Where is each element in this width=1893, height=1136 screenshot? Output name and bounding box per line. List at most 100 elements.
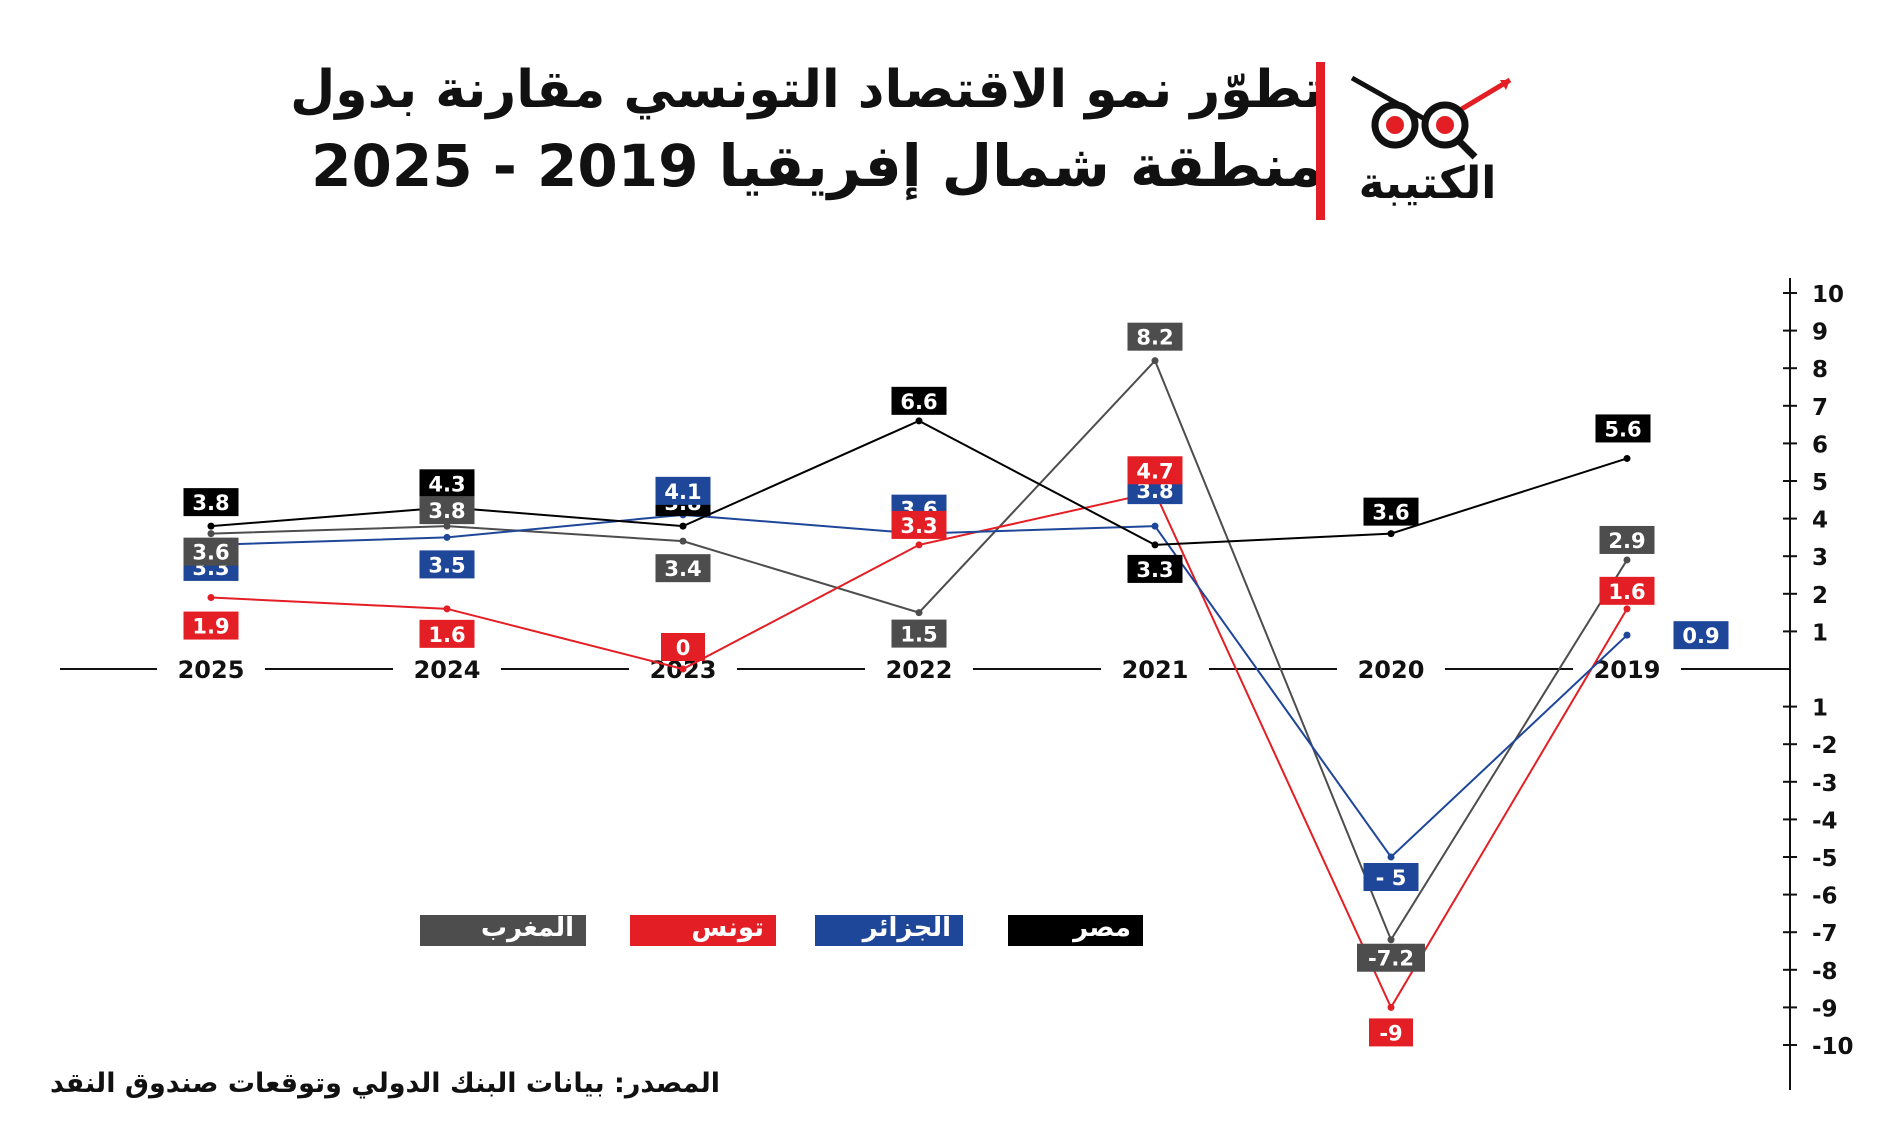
data-label-algeria: 4.1 — [655, 476, 711, 505]
data-point-algeria — [1387, 853, 1395, 861]
data-label-box — [1599, 525, 1655, 554]
data-label-text: 4.1 — [664, 480, 701, 504]
data-label-text: 0.9 — [1682, 624, 1719, 648]
y-tick-label: 9 — [1812, 320, 1828, 346]
data-label-box — [1127, 322, 1183, 351]
data-label-box — [419, 619, 475, 648]
data-label-egypt: 5.6 — [1595, 414, 1651, 443]
y-tick-label: -9 — [1812, 996, 1838, 1022]
x-tick-label: 2019 — [1594, 656, 1661, 684]
data-label-egypt: 3.8 — [183, 488, 239, 517]
x-tick-label: 2024 — [414, 656, 481, 684]
data-point-tunisia — [207, 594, 215, 602]
legend-egypt: مصر — [1008, 915, 1143, 946]
data-label-box — [419, 550, 475, 579]
data-label-box — [1357, 943, 1425, 972]
data-point-morocco — [915, 609, 923, 617]
data-label-morocco: -7.2 — [1357, 943, 1425, 972]
data-label-text: 3.4 — [664, 557, 701, 581]
data-label-algeria: 3.5 — [419, 550, 475, 579]
chart-axes: 10 9 8 7 6 5 4 3 2 1 1 -2 -3 -4 -5 -6 -7 -8 -9 -10 2019 2020 2… — [60, 278, 1854, 1090]
data-label-tunisia: -9 — [1369, 1018, 1413, 1047]
chart-title-line-1: تطوّر نمو الاقتصاد التونسي مقارنة بدول — [290, 60, 1323, 120]
y-tick-label: -10 — [1812, 1034, 1854, 1060]
logo-wordmark: الكتيبة — [1358, 158, 1497, 209]
data-label-text: 3.3 — [1136, 558, 1173, 582]
data-label-text: 3.6 — [192, 541, 229, 565]
data-label-algeria: - 5 — [1363, 863, 1419, 891]
data-label-box — [1369, 1018, 1413, 1047]
data-label-box — [1599, 576, 1655, 605]
y-tick-label: -3 — [1812, 771, 1838, 797]
y-tick-label: -6 — [1812, 884, 1838, 910]
data-label-box — [1673, 621, 1729, 650]
data-label-box — [891, 386, 947, 415]
data-label-text: 4.7 — [1136, 459, 1173, 483]
data-label-tunisia: 0 — [661, 633, 705, 661]
y-tick-label: 1 — [1812, 620, 1828, 646]
data-label-text: 8.2 — [1136, 326, 1173, 350]
data-point-algeria — [443, 533, 451, 541]
data-label-box — [1127, 456, 1183, 485]
logo-icon — [1350, 75, 1512, 160]
chart-title-line-2: منطقة شمال إفريقيا 2019 - 2025 — [311, 132, 1323, 200]
data-point-tunisia — [915, 541, 923, 549]
data-label-box — [891, 510, 947, 539]
y-tick-label: 8 — [1812, 357, 1828, 383]
y-tick-label: 1 — [1812, 696, 1828, 722]
data-label-morocco: 3.6 — [183, 537, 239, 566]
data-point-egypt — [1151, 541, 1159, 549]
chart-data-labels: 5.63.63.36.63.84.33.80.9- 53.83.64.13.53… — [183, 322, 1729, 1047]
x-tick-label: 2022 — [886, 656, 953, 684]
data-point-algeria — [1151, 522, 1159, 530]
y-tick-label: -7 — [1812, 921, 1838, 947]
data-label-box — [661, 633, 705, 661]
data-label-box — [891, 619, 947, 648]
data-point-morocco — [1151, 357, 1159, 365]
data-label-text: -7.2 — [1368, 947, 1414, 971]
data-label-morocco: 3.4 — [655, 554, 711, 583]
data-label-text: -9 — [1379, 1021, 1402, 1045]
data-label-text: 3.8 — [428, 499, 465, 523]
legend-tunisia: تونس — [630, 915, 776, 946]
data-label-text: 3.5 — [428, 553, 465, 577]
title-accent-bar — [1316, 62, 1325, 220]
data-point-tunisia — [443, 605, 451, 613]
data-label-text: - 5 — [1376, 866, 1407, 890]
y-tick-label: 5 — [1812, 470, 1828, 496]
data-label-morocco: 3.8 — [419, 496, 475, 525]
data-label-tunisia: 3.3 — [891, 510, 947, 539]
data-label-box — [183, 537, 239, 566]
data-label-egypt: 3.6 — [1363, 497, 1419, 526]
data-point-morocco — [679, 537, 687, 545]
data-label-box — [1595, 414, 1651, 443]
data-label-box — [419, 469, 475, 498]
data-label-text: 6.6 — [900, 390, 937, 414]
x-tick-label: 2021 — [1122, 656, 1189, 684]
data-point-tunisia — [1387, 1003, 1395, 1011]
data-point-egypt — [1387, 530, 1395, 538]
data-point-tunisia — [1623, 605, 1631, 613]
data-label-text: 1.6 — [428, 623, 465, 647]
data-label-text: 3.8 — [192, 491, 229, 515]
data-point-egypt — [207, 522, 215, 530]
data-point-egypt — [915, 417, 923, 425]
data-point-morocco — [1623, 556, 1631, 564]
data-label-text: 3.6 — [1372, 501, 1409, 525]
data-point-morocco — [207, 530, 215, 538]
y-tick-label: -2 — [1812, 733, 1838, 759]
data-label-tunisia: 1.6 — [1599, 576, 1655, 605]
x-tick-label: 2020 — [1358, 656, 1425, 684]
data-label-morocco: 1.5 — [891, 619, 947, 648]
y-tick-label: -5 — [1812, 846, 1838, 872]
data-label-box — [1363, 863, 1419, 891]
data-label-box — [1127, 554, 1183, 583]
data-label-egypt: 6.6 — [891, 386, 947, 415]
data-label-box — [655, 476, 711, 505]
y-tick-label: 6 — [1812, 432, 1828, 458]
y-tick-label: 7 — [1812, 395, 1828, 421]
data-label-tunisia: 4.7 — [1127, 456, 1183, 485]
data-label-text: 1.5 — [900, 623, 937, 647]
data-label-text: 3.3 — [900, 514, 937, 538]
